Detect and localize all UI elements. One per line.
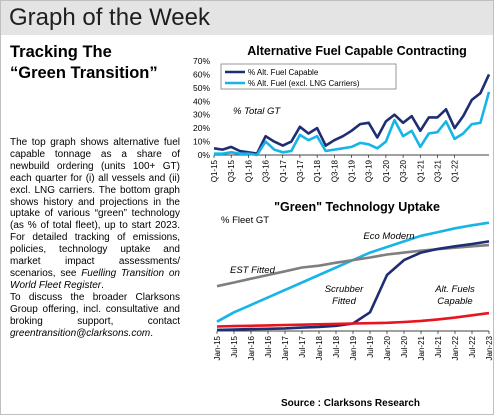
chart-2-x-tick-label: Jan-20 (383, 335, 392, 360)
description-end-1: . (101, 279, 104, 291)
chart-2-series-3-line (216, 311, 490, 328)
chart-1-x-tick-label: Q1-19 (348, 159, 357, 182)
chart-1-x-tick-label: Q1-16 (244, 159, 253, 182)
chart-1-x-tick-label: Q3-20 (399, 159, 408, 182)
chart-2-series-label-1: EST Fitted (230, 265, 276, 276)
chart-1-x-tick-label: Q3-17 (296, 159, 305, 182)
register-reference: Fuelling Transition on World Fleet Regis… (10, 267, 180, 291)
chart-1-series-0-line (213, 73, 491, 155)
chart-1-x-tick-label: Q3-19 (365, 159, 374, 182)
description-end-2: . (150, 327, 153, 339)
chart-1-x-tick-label: Q3-18 (330, 159, 339, 182)
description-text-2: To discuss the broader Clarksons Group o… (10, 291, 180, 327)
chart-2-x-tick-label: Jul-21 (434, 335, 443, 357)
chart-1-legend-label-1: % Alt. Fuel (excl. LNG Carriers) (248, 79, 360, 88)
chart-1-x-tick-label: Q1-17 (279, 159, 288, 182)
chart-2-x-tick-label: Jul-22 (468, 335, 477, 357)
description-paragraph-1: The top graph shows alternative fuel cap… (10, 137, 180, 292)
chart-1-legend-label-0: % Alt. Fuel Capable (248, 68, 319, 77)
chart-1-x-tick-label: Q3-15 (227, 159, 236, 182)
source-note: Source : Clarksons Research (281, 398, 420, 409)
chart-2-series-label-2: Fitted (332, 296, 356, 307)
chart-1-y-tick-label: 50% (193, 83, 210, 93)
chart-2-series-label-3: Alt. Fuels (434, 284, 475, 295)
chart-2-x-tick-label: Jul-17 (298, 335, 307, 357)
chart-2-x-tick-label: Jan-19 (349, 335, 358, 360)
subtitle-line-1: Tracking The (10, 43, 112, 61)
chart-1-x-tick-label: Q1-15 (210, 159, 219, 182)
chart-2-series-label-2: Scrubber (325, 284, 364, 295)
chart-1-x-tick-label: Q1-18 (313, 159, 322, 182)
chart-2-x-tick-label: Jul-19 (366, 335, 375, 357)
chart-2-y-axis-label: % Fleet GT (221, 215, 269, 226)
chart-2-x-tick-label: Jan-21 (417, 335, 426, 360)
chart-1-series-1-line (214, 91, 491, 157)
chart-2-x-tick-label: Jul-18 (332, 335, 341, 357)
chart-2-x-tick-label: Jan-18 (315, 335, 324, 360)
chart-2-series-label-0: Eco Modern (363, 231, 414, 242)
chart-1-title: Alternative Fuel Capable Contracting (247, 44, 466, 58)
chart-2-x-tick-label: Jul-20 (400, 335, 409, 357)
chart-1-y-tick-label: 20% (193, 123, 210, 133)
chart-1-x-tick-label: Q3-21 (433, 159, 442, 182)
chart-2-title: "Green" Technology Uptake (274, 200, 440, 214)
subtitle: Tracking The “Green Transition” (10, 42, 180, 84)
chart-1-legend-box (220, 63, 397, 90)
chart-2-x-tick-label: Jul-16 (264, 335, 273, 357)
chart-1-y-tick-label: 10% (193, 137, 210, 147)
chart-1-y-tick-label: 0% (198, 150, 211, 160)
chart-1-x-tick-label: Q3-16 (262, 159, 271, 182)
chart-1-x-tick-label: Q1-20 (382, 159, 391, 182)
chart-2-x-tick-label: Jan-15 (213, 335, 222, 360)
description-text-1: The top graph shows alternative fuel cap… (10, 137, 180, 279)
chart-2-x-tick-label: Jul-15 (230, 335, 239, 357)
chart-1-y-tick-label: 60% (193, 69, 210, 79)
chart-2-x-tick-label: Jan-17 (281, 335, 290, 360)
chart-1-x-tick-label: Q1-21 (416, 159, 425, 182)
chart-2-x-tick-label: Jan-23 (485, 335, 494, 360)
chart-1-y-tick-label: 40% (193, 96, 210, 106)
page-title: Graph of the Week (9, 4, 210, 31)
description: The top graph shows alternative fuel cap… (10, 137, 180, 339)
chart-1-x-tick-label: Q1-22 (451, 159, 460, 182)
contact-email: greentransition@clarksons.com (10, 327, 151, 339)
subtitle-line-2: “Green Transition” (10, 64, 158, 82)
header-bar: Graph of the Week (1, 1, 493, 35)
description-paragraph-2: To discuss the broader Clarksons Group o… (10, 292, 180, 340)
chart-2-series-label-3: Capable (437, 296, 472, 307)
chart-2-x-tick-label: Jan-22 (451, 335, 460, 360)
chart-2-x-tick-label: Jan-16 (247, 335, 256, 360)
chart-1-y-axis-label: % Total GT (233, 106, 281, 117)
chart-1-y-tick-label: 30% (193, 110, 210, 120)
chart-1-y-tick-label: 70% (193, 56, 210, 66)
